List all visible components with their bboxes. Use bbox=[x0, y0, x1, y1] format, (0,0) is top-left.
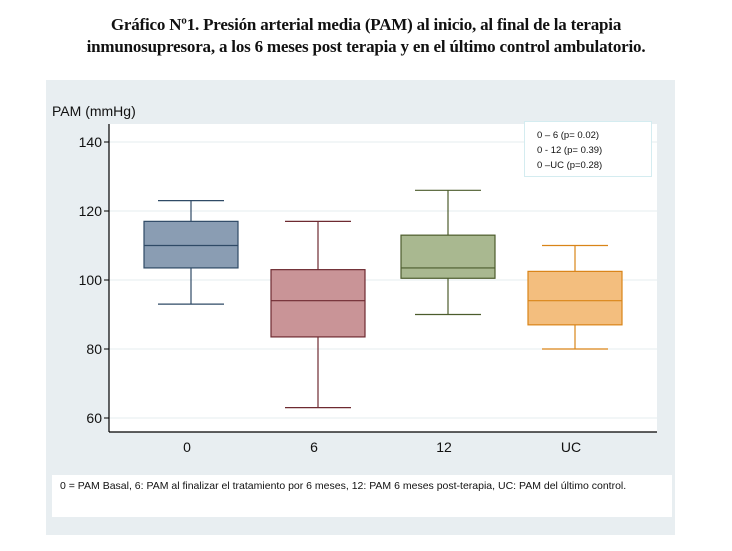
box-UC bbox=[527, 244, 623, 350]
iqr-box bbox=[527, 270, 623, 326]
box-6 bbox=[270, 220, 366, 409]
x-tick-label: UC bbox=[561, 439, 581, 455]
chart-title-line-1: Gráfico Nº1. Presión arterial media (PAM… bbox=[110, 15, 622, 34]
footnote: 0 = PAM Basal, 6: PAM al finalizar el tr… bbox=[52, 475, 672, 517]
y-axis-label: PAM (mmHg) bbox=[52, 103, 136, 119]
annotation-line: 0 – 6 (p= 0.02) bbox=[537, 130, 600, 141]
box-12 bbox=[400, 189, 496, 316]
chart-title: Gráfico Nº1. Presión arterial media (PAM… bbox=[0, 14, 732, 58]
y-ticks: 60 80 100 120 140 bbox=[79, 134, 109, 426]
iqr-box bbox=[143, 220, 239, 269]
y-tick-label: 100 bbox=[79, 272, 103, 288]
chart-title-line-2: inmunosupresora, a los 6 meses post tera… bbox=[86, 37, 646, 56]
box-0 bbox=[143, 200, 239, 305]
iqr-box bbox=[270, 269, 366, 338]
x-tick-label: 6 bbox=[310, 439, 318, 455]
y-tick-label: 120 bbox=[79, 203, 103, 219]
x-ticks: 0 6 12 UC bbox=[183, 439, 581, 455]
p-value-annotation: 0 – 6 (p= 0.02) 0 - 12 (p= 0.39) 0 –UC (… bbox=[524, 121, 652, 177]
y-tick-label: 60 bbox=[86, 410, 102, 426]
annotation-line: 0 - 12 (p= 0.39) bbox=[537, 145, 603, 156]
iqr-box bbox=[400, 234, 496, 279]
y-tick-label: 140 bbox=[79, 134, 103, 150]
annotation-line: 0 –UC (p=0.28) bbox=[537, 160, 603, 171]
x-tick-label: 12 bbox=[436, 439, 452, 455]
x-tick-label: 0 bbox=[183, 439, 191, 455]
y-tick-label: 80 bbox=[86, 341, 102, 357]
boxes bbox=[143, 189, 623, 409]
